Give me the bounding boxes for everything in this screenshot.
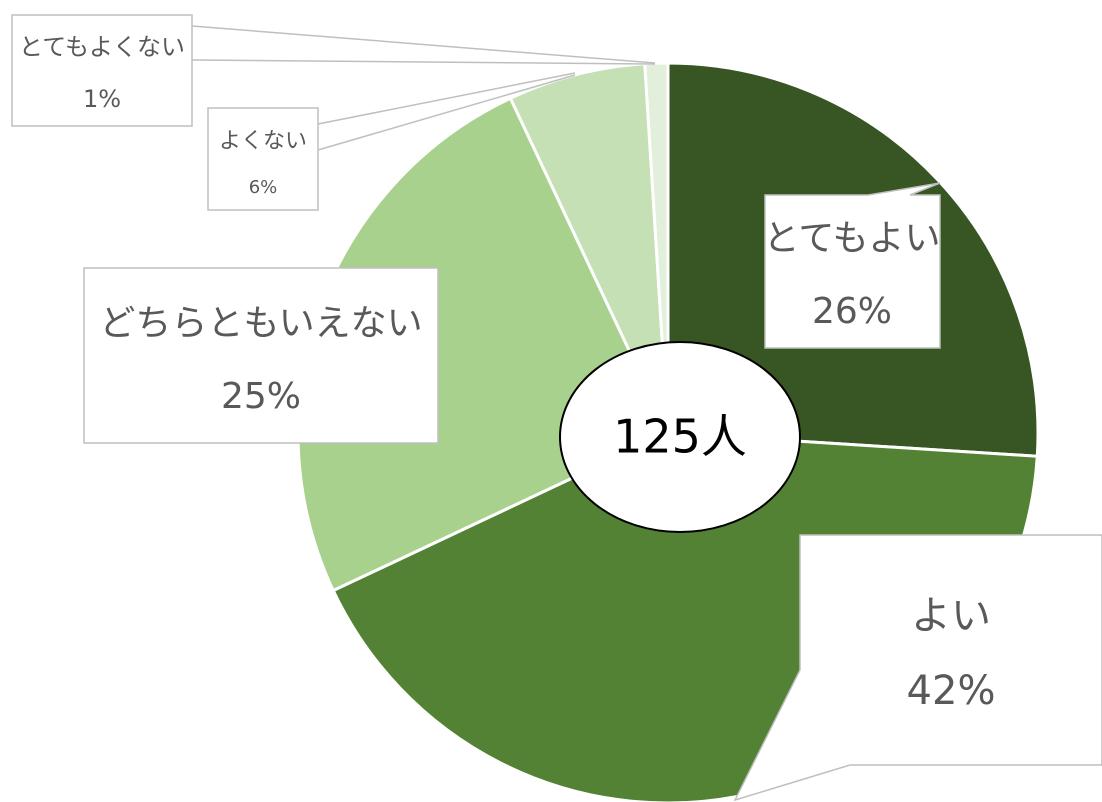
slice-value-label: 42% [907, 668, 996, 714]
leader-line [191, 59, 656, 65]
center-circle [559, 341, 801, 533]
label-box [83, 267, 439, 444]
slice-name: とてもよい [763, 218, 940, 259]
leader-line [317, 72, 576, 125]
label-box [764, 182, 941, 349]
slice-name: とてもよくない [19, 33, 185, 61]
slice-value-label: 6% [249, 177, 278, 198]
center-label: 125人 [613, 410, 747, 464]
slice-name: よい [911, 593, 991, 639]
slice-value-label: 26% [812, 291, 892, 332]
label-box [733, 534, 1102, 802]
leader-line [317, 74, 576, 151]
slice-value-label: 25% [221, 376, 301, 417]
slice-name: よくない [219, 129, 307, 154]
slice-value-label: 1% [83, 85, 121, 113]
slice-name: どちらともいえない [99, 303, 422, 344]
label-box [11, 14, 193, 127]
leader-line [191, 25, 656, 64]
label-box [207, 107, 319, 211]
